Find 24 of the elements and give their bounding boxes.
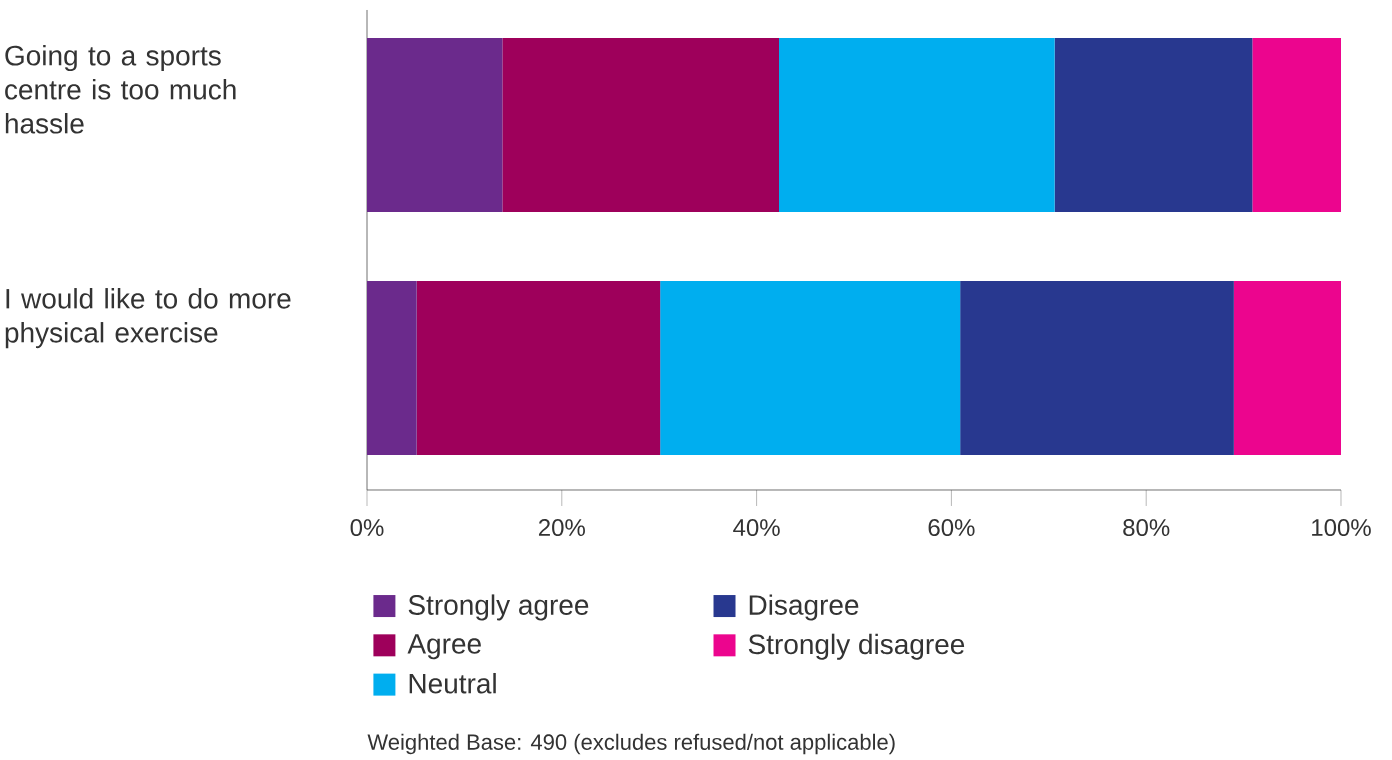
bar (1233, 280, 1341, 455)
bar (960, 280, 1234, 455)
legend-label: Strongly disagree (748, 633, 965, 660)
legend-label: Neutral (409, 672, 496, 694)
bar (367, 280, 417, 455)
x-tick-label: 20% (538, 519, 585, 537)
bar (367, 37, 503, 212)
y-tick-label: I would like to do more physical exercise (5, 288, 291, 349)
x-tick-label: 0% (350, 519, 384, 537)
bar (1054, 37, 1253, 212)
text: Weighted Base: 490 (excludes refused/not applicable) (367, 733, 895, 755)
legend-label: Strongly agree (408, 594, 589, 621)
x-tick-label: 60% (928, 519, 975, 537)
bar (1252, 37, 1341, 212)
bar (779, 37, 1055, 212)
bar (416, 280, 661, 455)
bar (502, 37, 779, 212)
x-tick-label: 100% (1312, 519, 1371, 537)
bar (660, 280, 961, 455)
legend-label: Agree (407, 634, 481, 660)
y-tick-label: Going to a sports centre is too much hassle (5, 45, 236, 134)
legend-label: Disagree (749, 594, 859, 621)
x-tick-label: 40% (733, 519, 780, 537)
x-tick-label: 80% (1123, 519, 1170, 537)
